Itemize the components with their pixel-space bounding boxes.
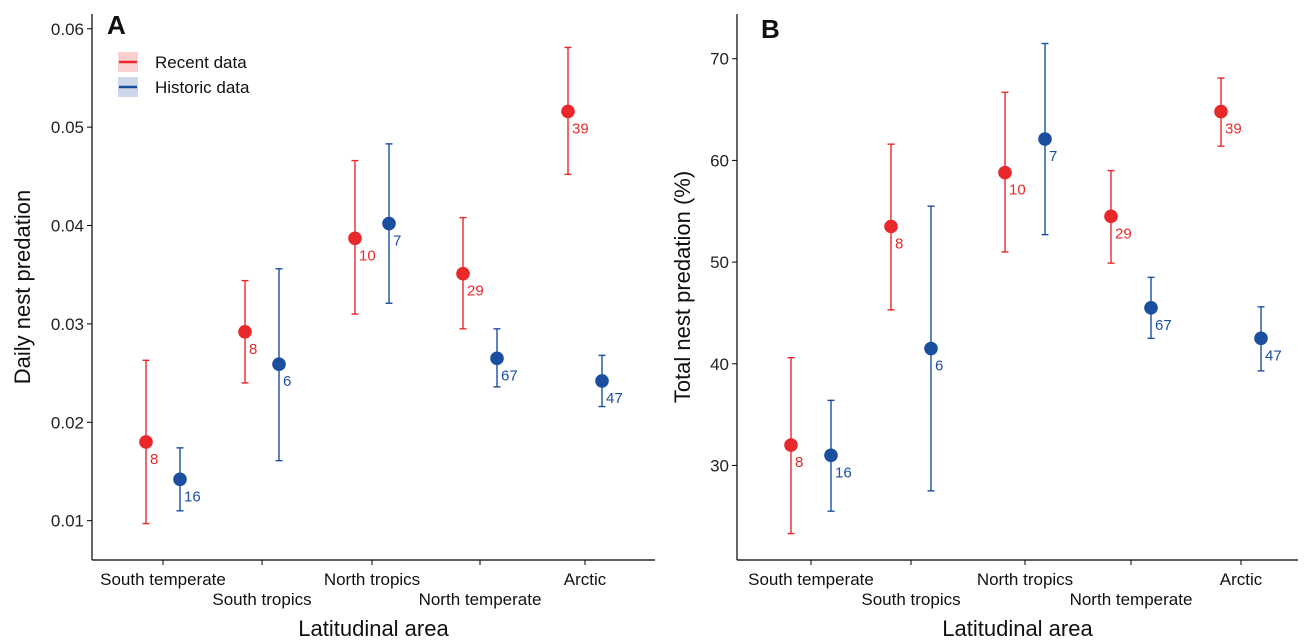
data-point bbox=[1104, 209, 1118, 224]
sample-size-label: 7 bbox=[393, 233, 401, 250]
data-point bbox=[1038, 132, 1052, 146]
x-tick-label: South tropics bbox=[212, 590, 311, 609]
data-point bbox=[1214, 104, 1228, 119]
y-tick-label: 0.01 bbox=[51, 512, 84, 531]
sample-size-label: 47 bbox=[1265, 347, 1282, 364]
sample-size-label: 39 bbox=[1225, 121, 1242, 138]
y-tick-label: 30 bbox=[710, 456, 729, 475]
x-tick-label: Arctic bbox=[1220, 570, 1263, 589]
legend-label: Recent data bbox=[155, 53, 247, 72]
data-point bbox=[784, 438, 798, 452]
sample-size-label: 6 bbox=[935, 358, 943, 375]
y-tick-label: 0.04 bbox=[51, 217, 84, 236]
sample-size-label: 39 bbox=[572, 120, 589, 137]
y-tick-label: 60 bbox=[710, 151, 729, 170]
y-tick-label: 0.03 bbox=[51, 315, 84, 334]
x-tick-label: North temperate bbox=[1070, 590, 1193, 609]
sample-size-label: 8 bbox=[895, 236, 903, 253]
sample-size-label: 7 bbox=[1049, 148, 1057, 165]
x-tick-label: South temperate bbox=[748, 570, 874, 589]
data-point bbox=[139, 435, 153, 449]
sample-size-label: 8 bbox=[150, 451, 158, 468]
x-axis-title: Latitudinal area bbox=[298, 616, 449, 641]
sample-size-label: 16 bbox=[184, 488, 201, 505]
data-point bbox=[1254, 331, 1268, 346]
x-tick-label: North tropics bbox=[977, 570, 1073, 589]
y-tick-label: 0.06 bbox=[51, 20, 84, 39]
sample-size-label: 10 bbox=[1009, 182, 1026, 199]
sample-size-label: 29 bbox=[1115, 225, 1132, 242]
panel-letter: B bbox=[761, 14, 780, 44]
sample-size-label: 6 bbox=[283, 373, 291, 390]
panel-A: 0.01 0.02 0.03 0.04 0.05 0.06 South temperateS… bbox=[10, 10, 655, 641]
panel-letter: A bbox=[107, 10, 126, 40]
legend: Recent data Historic data bbox=[118, 52, 250, 97]
sample-size-label: 29 bbox=[467, 283, 484, 300]
data-point bbox=[173, 472, 187, 487]
y-tick-label: 40 bbox=[710, 355, 729, 374]
y-tick-label: 70 bbox=[710, 50, 729, 69]
legend-label: Historic data bbox=[155, 78, 250, 97]
x-tick-label: South temperate bbox=[100, 570, 226, 589]
data-point bbox=[924, 341, 938, 356]
data-point bbox=[382, 216, 396, 231]
x-tick-label: Arctic bbox=[564, 570, 607, 589]
sample-size-label: 8 bbox=[795, 454, 803, 471]
data-point bbox=[348, 231, 362, 246]
sample-size-label: 16 bbox=[835, 464, 852, 481]
sample-size-label: 47 bbox=[606, 390, 623, 407]
data-point bbox=[824, 448, 838, 463]
x-tick-label: South tropics bbox=[861, 590, 960, 609]
x-tick-label: North temperate bbox=[419, 590, 542, 609]
data-point bbox=[1144, 301, 1158, 315]
y-tick-label: 50 bbox=[710, 253, 729, 272]
data-point bbox=[884, 219, 898, 234]
sample-size-label: 67 bbox=[1155, 317, 1172, 334]
data-point bbox=[998, 165, 1012, 180]
data-point bbox=[595, 374, 609, 388]
sample-size-label: 10 bbox=[359, 247, 376, 264]
data-point bbox=[238, 324, 252, 339]
sample-size-label: 8 bbox=[249, 341, 257, 358]
data-point bbox=[490, 351, 504, 366]
y-tick-label: 0.05 bbox=[51, 118, 84, 137]
data-point bbox=[272, 357, 286, 372]
y-axis-title: Total nest predation (%) bbox=[670, 171, 695, 403]
sample-size-label: 67 bbox=[501, 367, 518, 384]
data-point bbox=[456, 266, 470, 281]
y-axis-title: Daily nest predation bbox=[10, 190, 35, 384]
data-point bbox=[561, 104, 575, 119]
x-axis-title: Latitudinal area bbox=[942, 616, 1093, 641]
y-tick-label: 0.02 bbox=[51, 413, 84, 432]
x-tick-label: North tropics bbox=[324, 570, 420, 589]
